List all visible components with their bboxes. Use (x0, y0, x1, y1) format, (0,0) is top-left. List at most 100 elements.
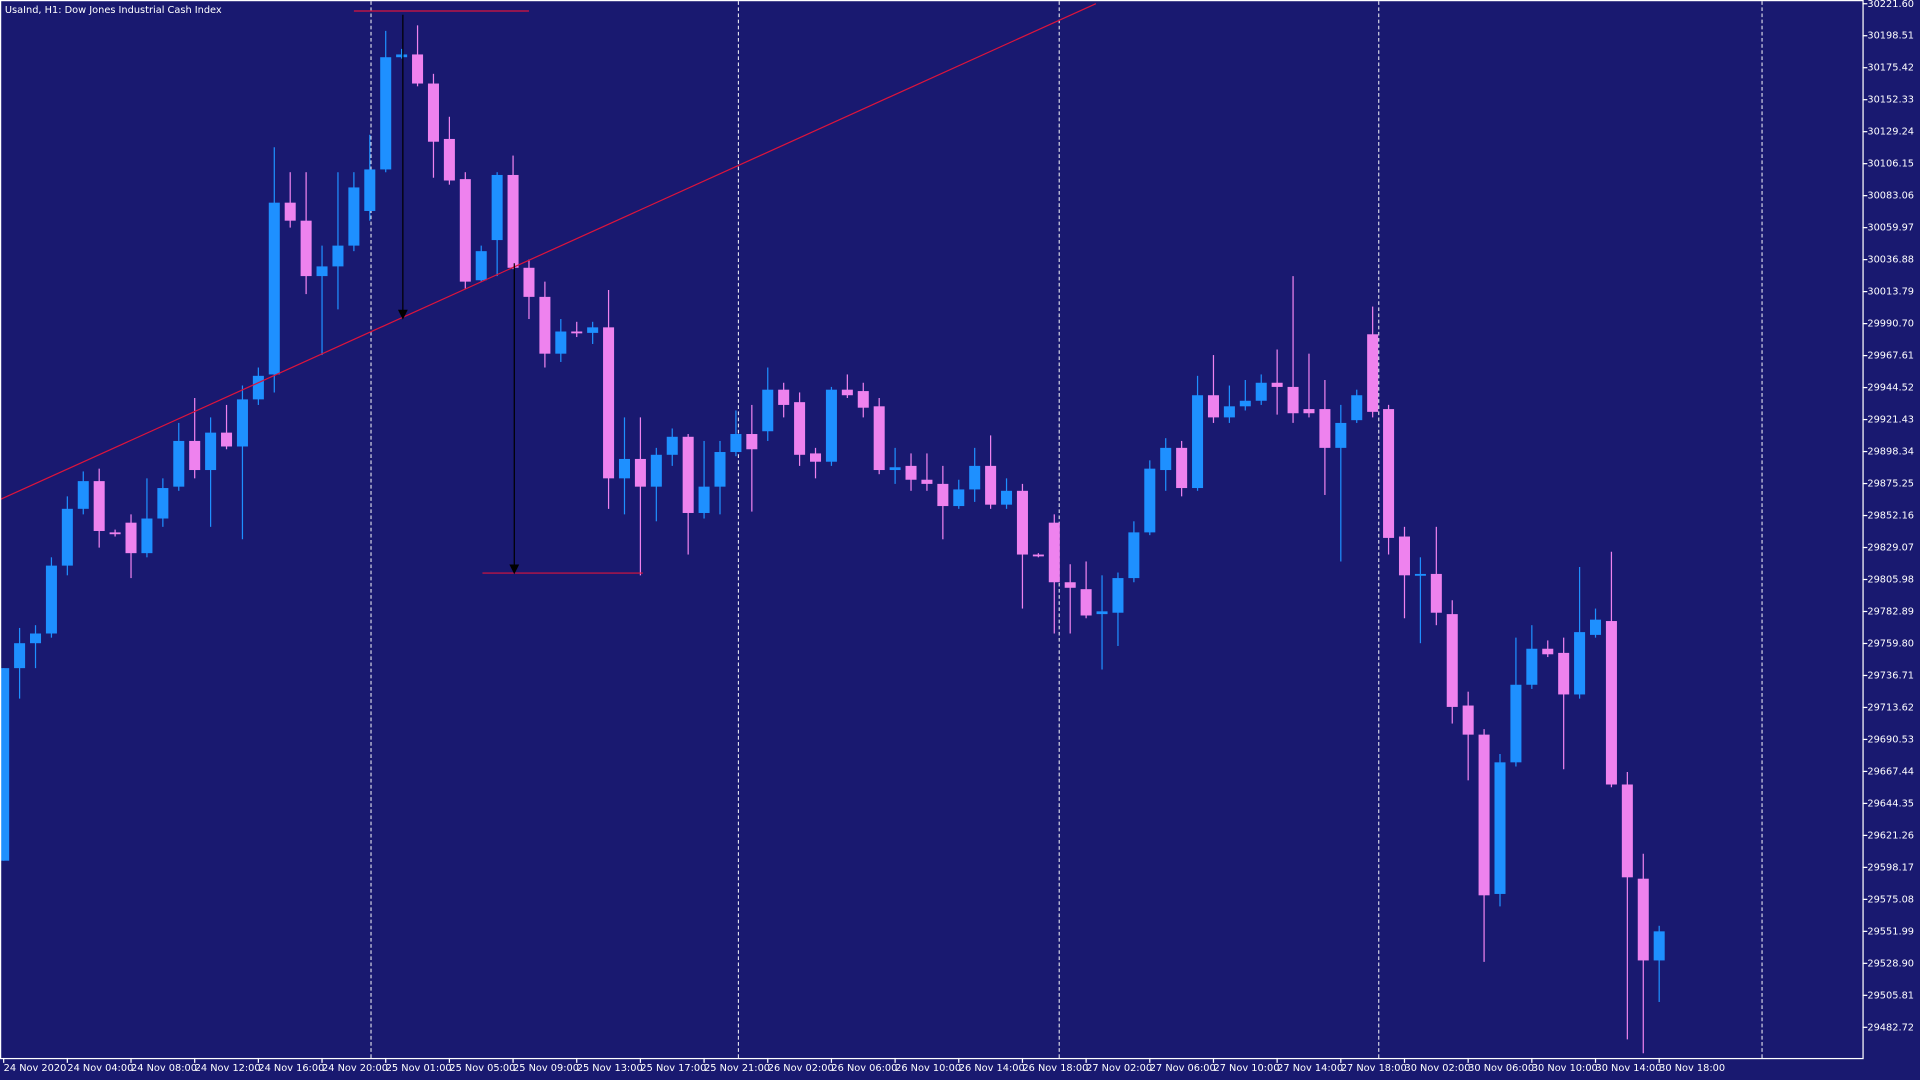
candle-body (332, 245, 344, 267)
candle-body (427, 83, 439, 142)
y-tick-label: 30036.88 (1867, 255, 1914, 266)
candle-body (905, 465, 917, 480)
candle-body (825, 389, 837, 462)
y-tick-label: 29667.44 (1867, 766, 1914, 777)
x-tick-label: 25 Nov 21:00 (704, 1063, 770, 1074)
candle-body (746, 434, 758, 450)
candle-body (1446, 614, 1458, 707)
candle-body (157, 488, 169, 519)
x-tick-label: 26 Nov 10:00 (895, 1063, 961, 1074)
y-tick-label: 29990.70 (1867, 319, 1914, 330)
candle-body (587, 327, 599, 333)
candle-body (109, 532, 121, 535)
candle-body (1351, 395, 1363, 421)
y-tick-label: 29482.72 (1867, 1022, 1914, 1033)
candle-body (1653, 931, 1665, 961)
candle-body (730, 434, 742, 453)
candle-body (380, 57, 392, 170)
candle-body (300, 220, 312, 277)
candle-body (1367, 334, 1379, 412)
x-tick-label: 27 Nov 14:00 (1277, 1063, 1343, 1074)
candle-body (125, 522, 137, 554)
candle-body (364, 169, 376, 211)
candle-body (1048, 522, 1060, 583)
candle-body (252, 375, 264, 400)
candle-body (953, 489, 965, 507)
x-tick-label: 24 Nov 12:00 (195, 1063, 261, 1074)
candle-body (1144, 468, 1156, 533)
x-tick-label: 25 Nov 13:00 (577, 1063, 643, 1074)
candle-body (857, 391, 869, 408)
x-tick-label: 27 Nov 18:00 (1341, 1063, 1407, 1074)
y-tick-label: 30106.15 (1867, 159, 1914, 170)
candle-body (1303, 409, 1315, 414)
candle-body (1255, 382, 1267, 401)
candle-body (937, 483, 949, 507)
candle-body (93, 481, 105, 531)
x-tick-label: 25 Nov 17:00 (640, 1063, 706, 1074)
candle-body (1526, 648, 1538, 685)
y-tick-label: 29736.71 (1867, 670, 1914, 681)
x-tick-label: 24 Nov 04:00 (67, 1063, 133, 1074)
candle-body (1064, 582, 1076, 588)
y-tick-label: 29759.80 (1867, 638, 1914, 649)
y-tick-label: 30175.42 (1867, 63, 1914, 74)
arrow-head (509, 564, 520, 575)
candle-body (475, 251, 487, 281)
candles (0, 25, 1665, 1054)
y-tick-label: 30083.06 (1867, 191, 1914, 202)
x-tick-label: 26 Nov 14:00 (959, 1063, 1025, 1074)
candle-body (14, 643, 26, 669)
trendline (0, 3, 1097, 501)
candle-body (284, 202, 296, 221)
y-tick-label: 29551.99 (1867, 926, 1914, 937)
y-tick-label: 29898.34 (1867, 447, 1914, 458)
candle-body (236, 399, 248, 447)
candle-body (1462, 705, 1474, 735)
candle-body (618, 458, 630, 479)
candle-body (555, 331, 567, 354)
candle-body (0, 668, 10, 861)
y-tick-label: 29713.62 (1867, 702, 1914, 713)
candle-body (1271, 382, 1283, 387)
candle-body (1542, 648, 1554, 655)
x-tick-label: 26 Nov 18:00 (1022, 1063, 1088, 1074)
candle-body (634, 458, 646, 487)
candle-body (682, 436, 694, 513)
x-tick-label: 27 Nov 06:00 (1150, 1063, 1216, 1074)
y-tick-label: 29967.61 (1867, 351, 1914, 362)
candle-body (841, 389, 853, 396)
y-tick-label: 29805.98 (1867, 575, 1914, 586)
axes: 30221.60 30198.51 30175.42 30152.33 30129.24… (3, 0, 1914, 1074)
candle-body (491, 174, 503, 241)
candle-body (778, 389, 790, 405)
candle-body (443, 138, 455, 181)
y-tick-label: 29575.08 (1867, 894, 1914, 905)
candle-body (61, 508, 73, 566)
x-tick-label: 25 Nov 05:00 (449, 1063, 515, 1074)
candle-body (268, 202, 280, 375)
candle-body (523, 267, 535, 297)
candle-body (1239, 400, 1251, 407)
x-tick-label: 26 Nov 06:00 (831, 1063, 897, 1074)
candle-body (1160, 447, 1172, 471)
candle-body (396, 54, 408, 58)
x-tick-label: 27 Nov 02:00 (1086, 1063, 1152, 1074)
arrow-head (397, 309, 408, 320)
x-tick-label: 25 Nov 09:00 (513, 1063, 579, 1074)
candle-body (221, 432, 233, 447)
candle-body (1494, 762, 1506, 894)
candle-body (810, 453, 822, 462)
candle-body (205, 432, 217, 471)
candle-body (1414, 573, 1426, 576)
x-tick-label: 24 Nov 16:00 (258, 1063, 324, 1074)
candle-body (1574, 632, 1586, 695)
y-tick-label: 29852.16 (1867, 511, 1914, 522)
y-tick-label: 29598.17 (1867, 862, 1914, 873)
y-tick-label: 29875.25 (1867, 479, 1914, 490)
candle-body (698, 486, 710, 513)
x-tick-label: 24 Nov 2020 (4, 1063, 67, 1074)
candle-body (141, 518, 153, 554)
chart-title: UsaInd, H1: Dow Jones Industrial Cash In… (5, 5, 222, 16)
